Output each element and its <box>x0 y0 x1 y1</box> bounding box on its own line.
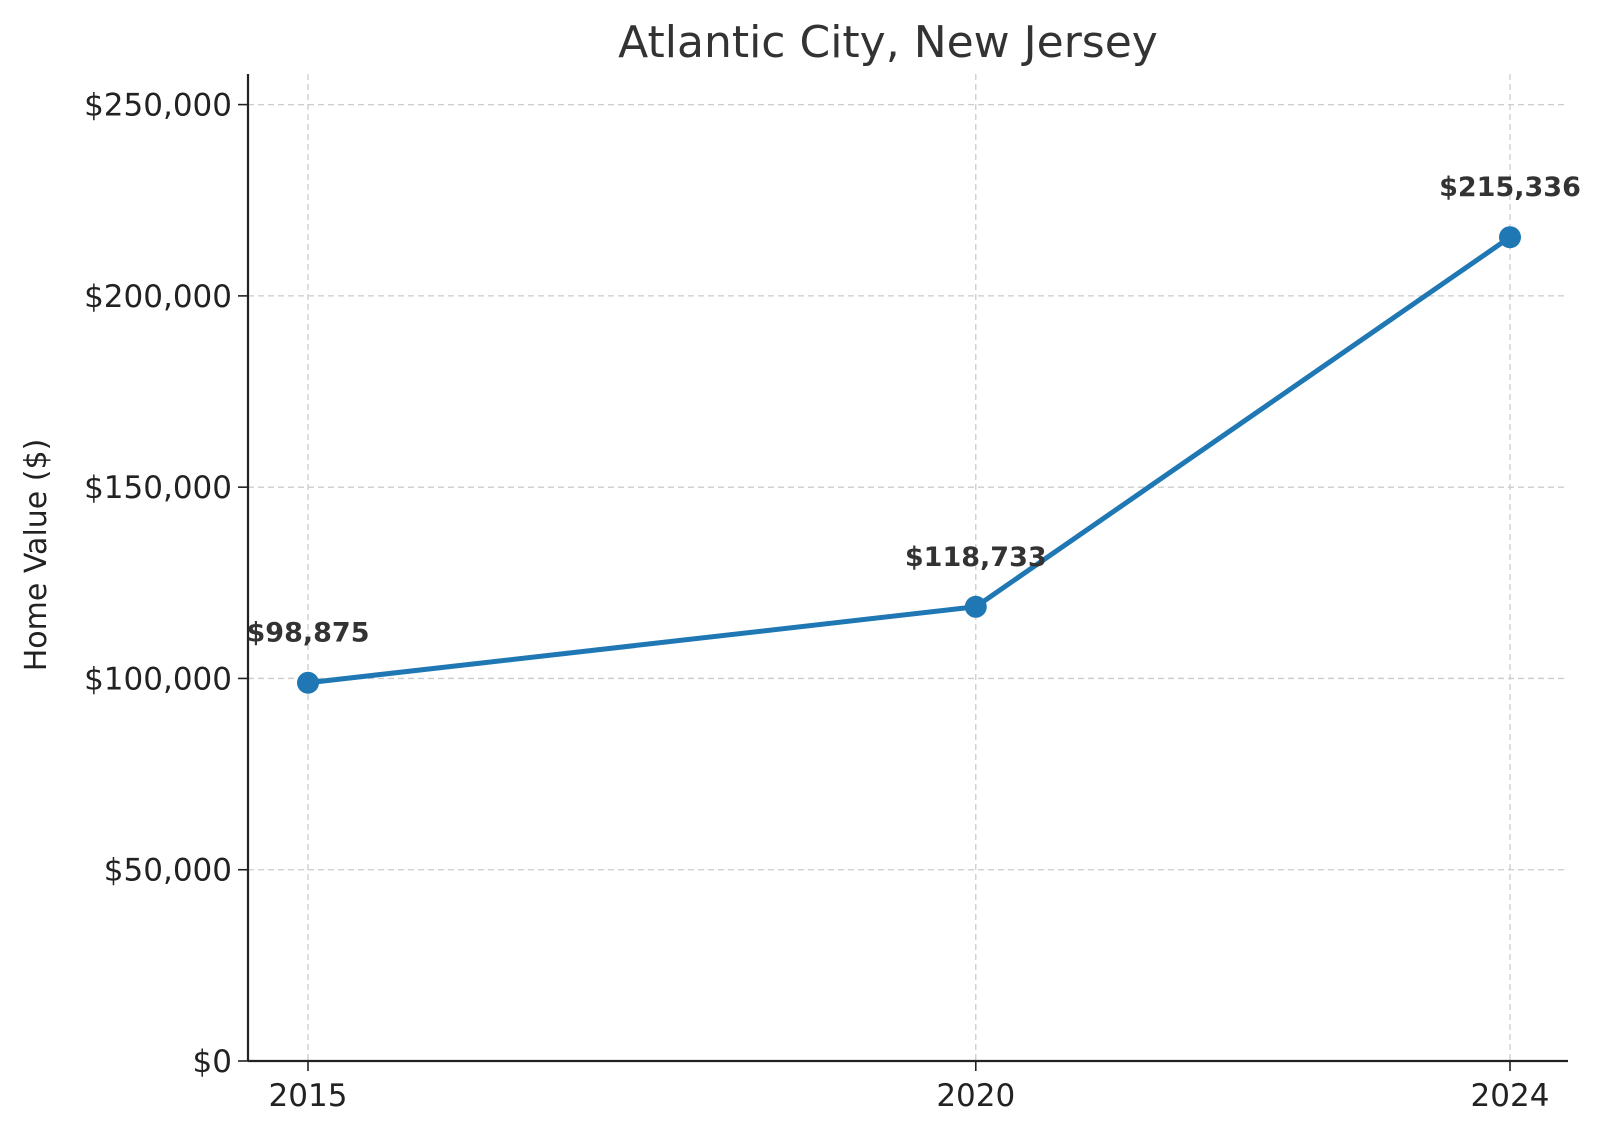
axes-layer: $0 $50,000 $100,000 $150,000 $200,000 $250,00… <box>84 74 1568 1114</box>
y-tick-label: $250,000 <box>84 88 232 124</box>
data-point <box>964 595 987 618</box>
x-tick-label: 2015 <box>269 1078 348 1114</box>
y-tick-label: $200,000 <box>84 279 232 315</box>
series-line <box>305 234 1513 686</box>
y-tick-label: $50,000 <box>104 853 232 889</box>
x-tick-label: 2024 <box>1471 1078 1550 1114</box>
labels-layer: $98,875 $118,733 $215,336 <box>247 172 1581 649</box>
data-point <box>297 671 319 694</box>
y-axis-label: Home Value ($) <box>19 439 54 672</box>
data-label: $98,875 <box>247 618 370 649</box>
series-layer <box>297 226 1521 694</box>
chart-title: Atlantic City, New Jersey <box>618 17 1158 68</box>
x-tick-label: 2020 <box>936 1078 1015 1114</box>
y-tick-label: $100,000 <box>84 661 232 697</box>
y-tick-label: $150,000 <box>84 470 232 506</box>
data-point <box>1499 226 1521 249</box>
data-label: $118,733 <box>905 542 1047 573</box>
y-tick-label: $0 <box>193 1044 232 1080</box>
grid-layer <box>248 74 1568 1061</box>
data-label: $215,336 <box>1439 172 1581 203</box>
